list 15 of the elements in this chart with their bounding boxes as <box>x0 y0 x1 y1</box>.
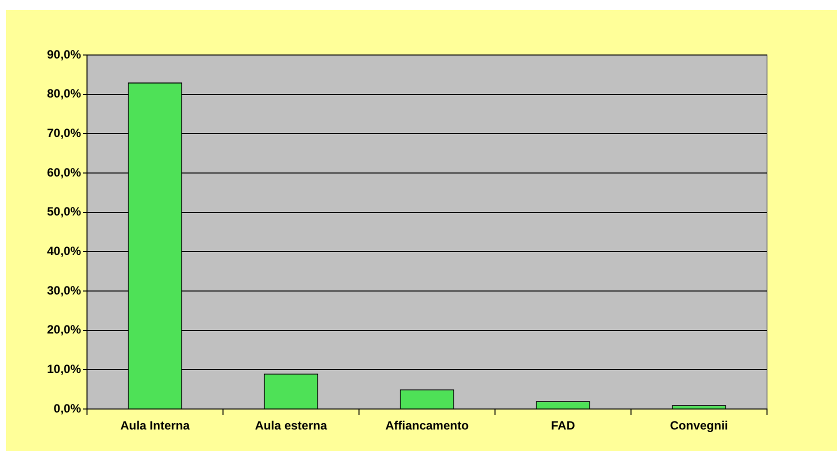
x-tick-label: Aula Interna <box>120 418 190 433</box>
x-tick-label: Aula esterna <box>254 418 328 433</box>
y-tick-label: 10,0% <box>46 362 82 376</box>
y-tick-label: 80,0% <box>46 86 82 101</box>
y-tick-label: 70,0% <box>46 126 82 140</box>
y-tick-label: 0,0% <box>54 401 82 416</box>
x-tick-label: Affiancamento <box>385 418 469 433</box>
y-tick-label: 40,0% <box>46 244 82 258</box>
y-tick-label: 60,0% <box>46 165 82 180</box>
x-tick-label: Convegnii <box>670 418 728 433</box>
x-tick-label: FAD <box>551 418 576 433</box>
y-tick-label: 30,0% <box>46 283 82 298</box>
y-tick-label: 50,0% <box>46 204 82 219</box>
y-tick-label: 20,0% <box>46 322 82 337</box>
y-tick-label: 90,0% <box>46 47 82 62</box>
